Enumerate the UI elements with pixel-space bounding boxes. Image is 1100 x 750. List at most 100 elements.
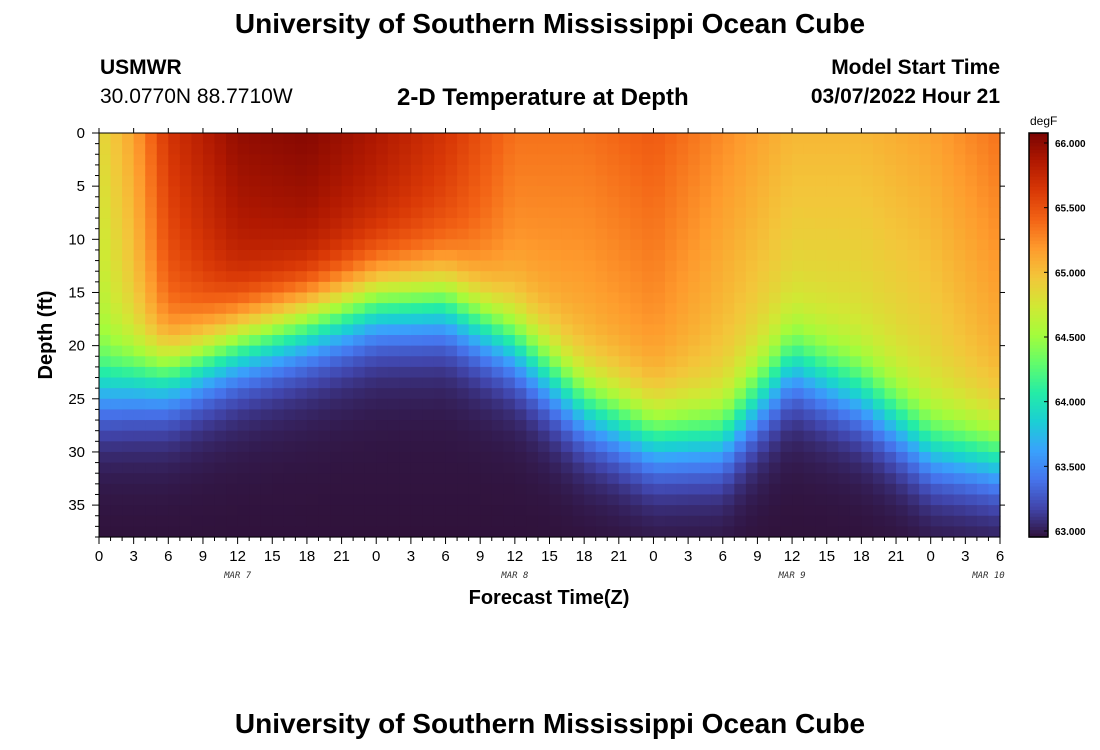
heatmap-cell (341, 420, 354, 432)
heatmap-cell (318, 494, 331, 506)
heatmap-cell (676, 505, 689, 517)
heatmap-cell (653, 239, 666, 251)
heatmap-cell (202, 451, 216, 464)
heatmap-cell (780, 249, 793, 262)
heatmap-cell (768, 249, 782, 262)
heatmap-cell (445, 377, 458, 389)
heatmap-cell (711, 462, 724, 474)
heatmap-cell (699, 164, 712, 177)
heatmap-cell (376, 260, 389, 272)
heatmap-cell (676, 164, 689, 177)
heatmap-cell (226, 186, 239, 198)
heatmap-cell (122, 154, 135, 166)
heatmap-cell (168, 398, 181, 411)
heatmap-cell (433, 483, 447, 496)
heatmap-cell (641, 228, 655, 240)
x-tick-label: 0 (95, 548, 103, 565)
heatmap-cell (214, 271, 227, 283)
heatmap-cell (988, 154, 1001, 166)
heatmap-cell (803, 462, 816, 474)
heatmap-cell (919, 207, 932, 219)
heatmap-cell (653, 143, 666, 155)
heatmap-cell (618, 218, 631, 230)
heatmap-cell (433, 175, 447, 187)
heatmap-cell (838, 345, 851, 357)
heatmap-cell (930, 430, 943, 442)
heatmap-cell (665, 292, 678, 304)
heatmap-cell (433, 292, 447, 304)
colorbar-segment (1029, 402, 1048, 407)
heatmap-cell (838, 335, 851, 347)
heatmap-cell (826, 462, 839, 474)
heatmap-cell (133, 260, 146, 272)
heatmap-cell (665, 505, 678, 517)
heatmap-cell (653, 473, 666, 485)
model-start-time: 03/07/2022 Hour 21 (810, 85, 1000, 108)
heatmap-cell (399, 462, 412, 474)
heatmap-cell (318, 303, 331, 315)
heatmap-cell (849, 409, 862, 421)
heatmap-cell (641, 249, 655, 262)
heatmap-cell (676, 324, 689, 336)
heatmap-cell (722, 292, 735, 304)
heatmap-cell (711, 409, 724, 421)
x-tick-label: 15 (818, 548, 835, 565)
heatmap-cell (711, 377, 724, 389)
heatmap-cell (584, 133, 597, 145)
heatmap-cell (965, 218, 978, 230)
heatmap-cell (341, 228, 354, 240)
heatmap-cell (237, 462, 250, 474)
heatmap-cell (99, 451, 112, 464)
heatmap-cell (884, 398, 897, 411)
heatmap-cell (260, 143, 273, 155)
heatmap-cell (849, 483, 862, 496)
heatmap-cell (353, 260, 366, 272)
chart-title: 2-D Temperature at Depth (397, 84, 689, 111)
heatmap-cell (665, 324, 678, 336)
heatmap-cell (734, 175, 747, 187)
heatmap-cell (341, 483, 354, 496)
heatmap-cell (445, 473, 458, 485)
heatmap-cell (214, 335, 227, 347)
heatmap-cell (976, 366, 990, 379)
heatmap-cell (156, 324, 169, 336)
heatmap-cell (896, 196, 909, 209)
heatmap-cell (884, 228, 897, 240)
heatmap-cell (237, 398, 250, 411)
heatmap-cell (815, 483, 828, 496)
heatmap-cell (526, 494, 539, 506)
heatmap-cell (399, 494, 412, 506)
heatmap-cell (145, 473, 158, 485)
heatmap-cell (272, 249, 285, 262)
heatmap-cell (630, 143, 643, 155)
heatmap-cell (988, 473, 1001, 485)
heatmap-cell (249, 398, 262, 411)
heatmap-cell (872, 420, 886, 432)
heatmap-cell (584, 388, 597, 400)
heatmap-cell (584, 430, 597, 442)
heatmap-cell (653, 164, 666, 177)
heatmap-cell (99, 239, 112, 251)
heatmap-cell (353, 133, 366, 145)
heatmap-cell (907, 515, 920, 527)
heatmap-cell (537, 313, 551, 325)
heatmap-cell (768, 515, 782, 527)
heatmap-cell (387, 324, 400, 336)
heatmap-cell (607, 239, 620, 251)
heatmap-cell (745, 186, 759, 198)
heatmap-cell (306, 154, 320, 166)
heatmap-cell (514, 164, 527, 177)
heatmap-cell (526, 249, 539, 262)
heatmap-cell (561, 366, 574, 379)
heatmap-cell (191, 526, 204, 538)
heatmap-cell (260, 228, 273, 240)
heatmap-cell (133, 249, 146, 262)
heatmap-cell (202, 430, 216, 442)
heatmap-cell (630, 505, 643, 517)
colorbar-segment (1029, 274, 1048, 279)
heatmap-cell (976, 239, 990, 251)
heatmap-cell (491, 366, 504, 379)
heatmap-cell (283, 473, 296, 485)
heatmap-cell (133, 196, 146, 209)
heatmap-cell (341, 281, 354, 294)
